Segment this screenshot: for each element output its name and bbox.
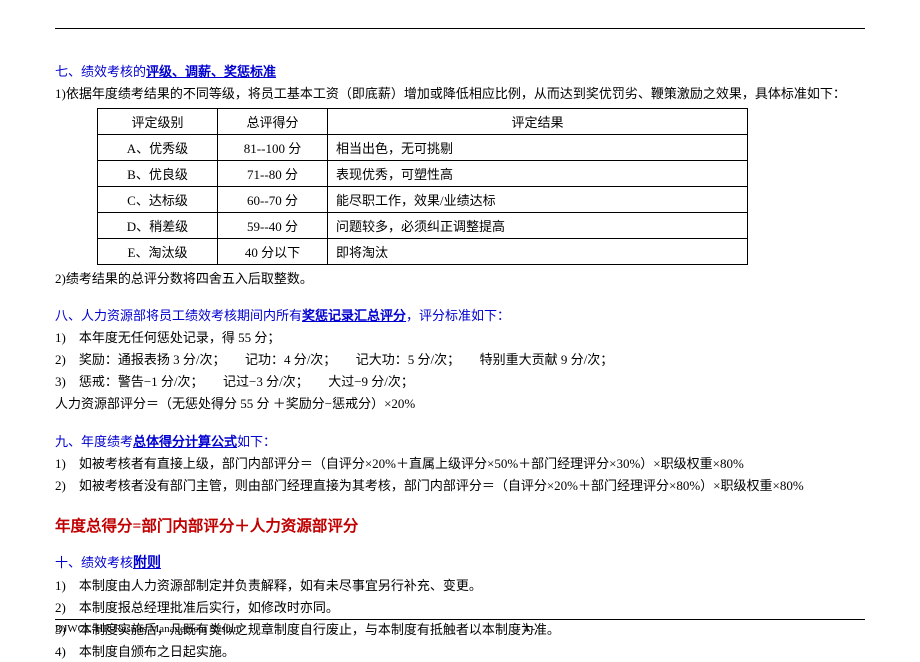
section-8-item: 2) 奖励：通报表扬 3 分/次； 记功：4 分/次； 记大功：5 分/次； 特… <box>55 350 865 370</box>
section-7-title: 评级、调薪、奖惩标准 <box>146 64 276 79</box>
section-10-item: 2) 本制度报总经理批准后实行，如修改时亦同。 <box>55 598 865 618</box>
section-10-title: 附则 <box>133 556 161 571</box>
cell: 40 分以下 <box>218 238 328 264</box>
section-7-intro: 1)依据年度绩考结果的不同等级，将员工基本工资（即底薪）增加或降低相应比例，从而… <box>55 84 865 104</box>
table-row: D、稍差级59--40 分问题较多，必须纠正调整提高 <box>98 212 748 238</box>
cell: D、稍差级 <box>98 212 218 238</box>
cell: C、达标级 <box>98 186 218 212</box>
rating-table: 评定级别 总评得分 评定结果 A、优秀级81--100 分相当出色，无可挑剔 B… <box>97 108 748 265</box>
section-9-num: 九、年度绩考 <box>55 434 133 449</box>
section-9-title: 总体得分计算公式 <box>133 434 237 449</box>
table-row: B、优良级71--80 分表现优秀，可塑性高 <box>98 160 748 186</box>
cell: 能尽职工作，效果/业绩达标 <box>328 186 748 212</box>
footer-page-number: - 4 - <box>517 623 535 635</box>
cell: 81--100 分 <box>218 134 328 160</box>
page-footer: DJWCL-HR-Results Management System - 4 - <box>55 619 865 635</box>
cell: E、淘汰级 <box>98 238 218 264</box>
cell: 即将淘汰 <box>328 238 748 264</box>
table-header-row: 评定级别 总评得分 评定结果 <box>98 108 748 134</box>
section-7-note2: 2)绩考结果的总评分数将四舍五入后取整数。 <box>55 269 865 289</box>
section-7-num: 七、绩效考核的 <box>55 64 146 79</box>
table-row: A、优秀级81--100 分相当出色，无可挑剔 <box>98 134 748 160</box>
cell: 71--80 分 <box>218 160 328 186</box>
cell: 表现优秀，可塑性高 <box>328 160 748 186</box>
cell: B、优良级 <box>98 160 218 186</box>
section-8-title: 奖惩记录汇总评分 <box>302 308 406 323</box>
table-row: C、达标级60--70 分能尽职工作，效果/业绩达标 <box>98 186 748 212</box>
cell: 60--70 分 <box>218 186 328 212</box>
footer-doc-id: DJWCL-HR-Results Management System <box>55 623 242 635</box>
footer-rule <box>55 619 865 620</box>
section-8-formula: 人力资源部评分＝（无惩处得分 55 分 ＋奖励分−惩戒分）×20% <box>55 394 865 414</box>
section-8-item: 1) 本年度无任何惩处记录，得 55 分； <box>55 328 865 348</box>
section-8-heading: 八、人力资源部将员工绩效考核期间内所有奖惩记录汇总评分，评分标准如下： <box>55 305 865 324</box>
cell: 59--40 分 <box>218 212 328 238</box>
section-8-item: 3) 惩戒：警告−1 分/次； 记过−3 分/次； 大过−9 分/次； <box>55 372 865 392</box>
section-10-item: 1) 本制度由人力资源部制定并负责解释，如有未尽事宜另行补充、变更。 <box>55 576 865 596</box>
rating-th-level: 评定级别 <box>98 108 218 134</box>
section-7-heading: 七、绩效考核的评级、调薪、奖惩标准 <box>55 61 865 80</box>
section-10-item: 4) 本制度自颁布之日起实施。 <box>55 642 865 662</box>
cell: 相当出色，无可挑剔 <box>328 134 748 160</box>
section-9-item: 1) 如被考核者有直接上级，部门内部评分＝（自评分×20%＋直属上级评分×50%… <box>55 454 865 474</box>
section-8-num: 八、人力资源部将员工绩效考核期间内所有 <box>55 308 302 323</box>
cell: 问题较多，必须纠正调整提高 <box>328 212 748 238</box>
section-10-num: 十、绩效考核 <box>55 555 133 570</box>
rating-th-score: 总评得分 <box>218 108 328 134</box>
section-8-tail: ，评分标准如下： <box>406 308 510 323</box>
cell: A、优秀级 <box>98 134 218 160</box>
rating-th-result: 评定结果 <box>328 108 748 134</box>
section-9-item: 2) 如被考核者没有部门主管，则由部门经理直接为其考核，部门内部评分＝（自评分×… <box>55 476 865 496</box>
main-formula: 年度总得分=部门内部评分＋人力资源部评分 <box>55 514 865 536</box>
table-row: E、淘汰级40 分以下即将淘汰 <box>98 238 748 264</box>
section-10-heading: 十、绩效考核附则 <box>55 552 865 572</box>
section-9-tail: 如下： <box>237 434 276 449</box>
section-9-heading: 九、年度绩考总体得分计算公式如下： <box>55 431 865 450</box>
page-top-rule <box>55 28 865 29</box>
